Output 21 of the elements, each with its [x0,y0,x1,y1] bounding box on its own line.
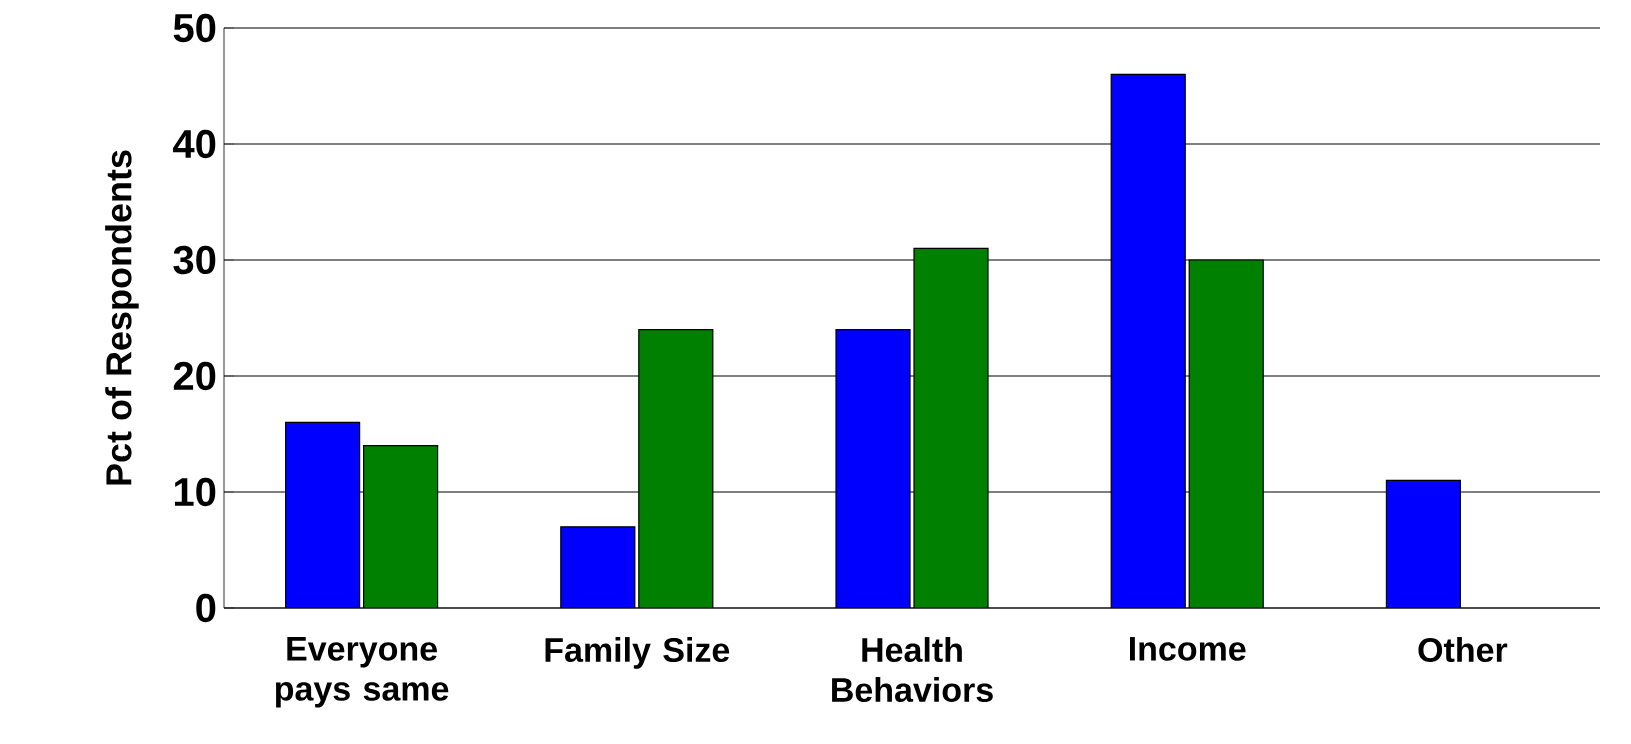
y-tick-label: 30 [173,245,216,275]
x-tick-label: Family Size [545,637,730,669]
bar [560,526,636,608]
bar [913,247,989,608]
y-axis-title: Pct of Respondents [105,150,139,485]
x-tick-label: Health Behaviors [832,637,993,703]
x-tick-label: Income [1129,637,1246,661]
bar [835,329,911,608]
bar [638,329,714,608]
y-tick-label: 40 [173,129,216,159]
bar [1188,259,1264,608]
bar [285,421,361,608]
y-tick-label: 10 [174,477,216,507]
y-tick-label: 20 [173,361,216,391]
bar [1385,479,1462,608]
bar [1110,73,1186,608]
y-tick-label: 50 [173,13,216,43]
x-tick-label: Everyone pays same [275,637,449,708]
bar [363,445,439,608]
x-tick-label: Other [1418,637,1508,663]
y-tick-label: 0 [196,593,216,623]
